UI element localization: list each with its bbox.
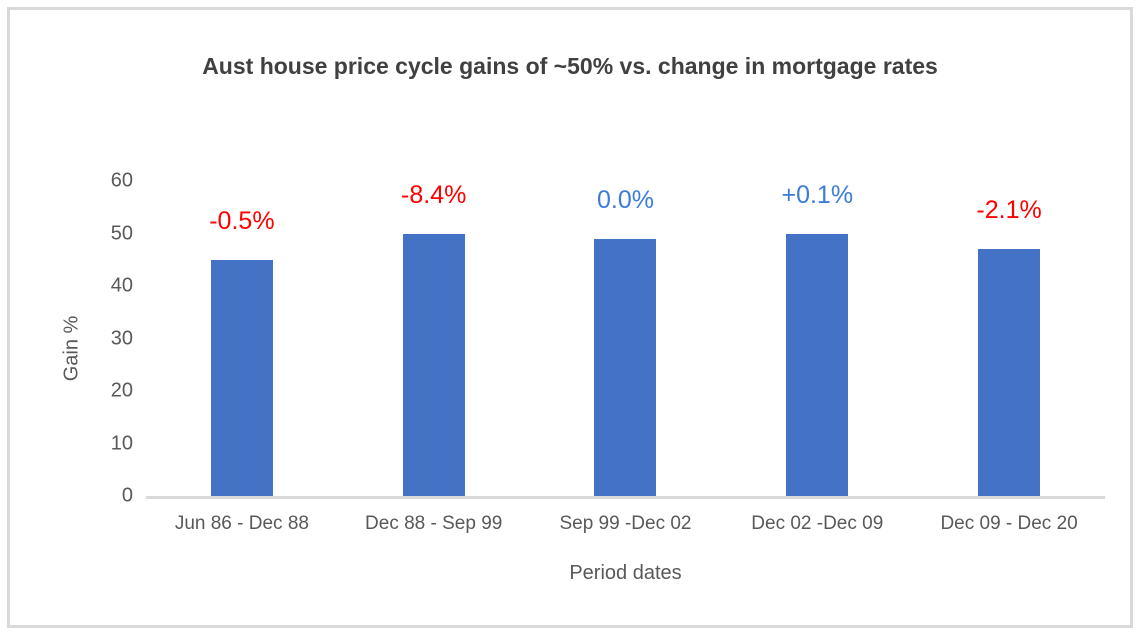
bar-data-label: -0.5%: [209, 206, 275, 235]
x-category-label: Dec 09 - Dec 20: [940, 513, 1078, 534]
x-category-label: Dec 02 -Dec 09: [751, 513, 884, 534]
y-tick-label: 20: [110, 379, 133, 402]
bar: [786, 233, 849, 496]
x-category-label: Jun 86 - Dec 88: [174, 513, 309, 534]
bar-slot: -8.4%: [338, 181, 530, 496]
bar-slot: -2.1%: [913, 181, 1105, 496]
bar: [978, 249, 1041, 496]
bar-data-label: -2.1%: [976, 196, 1042, 225]
x-axis-labels: Jun 86 - Dec 88 Dec 88 - Sep 99 Sep 99 -De…: [146, 513, 1105, 535]
x-category-label: Dec 88 - Sep 99: [365, 513, 503, 534]
bar-slot: 0.0%: [530, 181, 722, 496]
bar: [210, 259, 273, 496]
bar: [594, 238, 657, 496]
x-axis-title: Period dates: [569, 562, 682, 584]
bar: [402, 233, 465, 496]
y-tick-label: 50: [110, 222, 133, 244]
y-tick-label: 60: [110, 169, 133, 192]
bar-slot: -0.5%: [146, 181, 338, 496]
chart-title: Aust house price cycle gains of ~50% vs.…: [10, 48, 1130, 85]
y-tick-label: 0: [121, 484, 133, 507]
x-category-label: Sep 99 -Dec 02: [559, 513, 692, 534]
y-tick-label: 40: [110, 274, 133, 297]
chart-title-text: Aust house price cycle gains of ~50% vs.…: [202, 53, 938, 79]
y-tick-label: 10: [110, 432, 133, 454]
y-axis-ticks: 0 10 20 30 40 50 60: [68, 170, 133, 507]
bar-slot: +0.1%: [721, 181, 913, 496]
bar-data-label: 0.0%: [597, 185, 654, 214]
chart-frame: Aust house price cycle gains of ~50% vs.…: [7, 7, 1133, 628]
bar-data-label: -8.4%: [401, 180, 467, 209]
y-tick-label: 30: [110, 327, 133, 349]
plot-area: -0.5% -8.4% 0.0% +0.1% -2.1%: [146, 181, 1105, 499]
bar-data-label: +0.1%: [781, 180, 854, 209]
